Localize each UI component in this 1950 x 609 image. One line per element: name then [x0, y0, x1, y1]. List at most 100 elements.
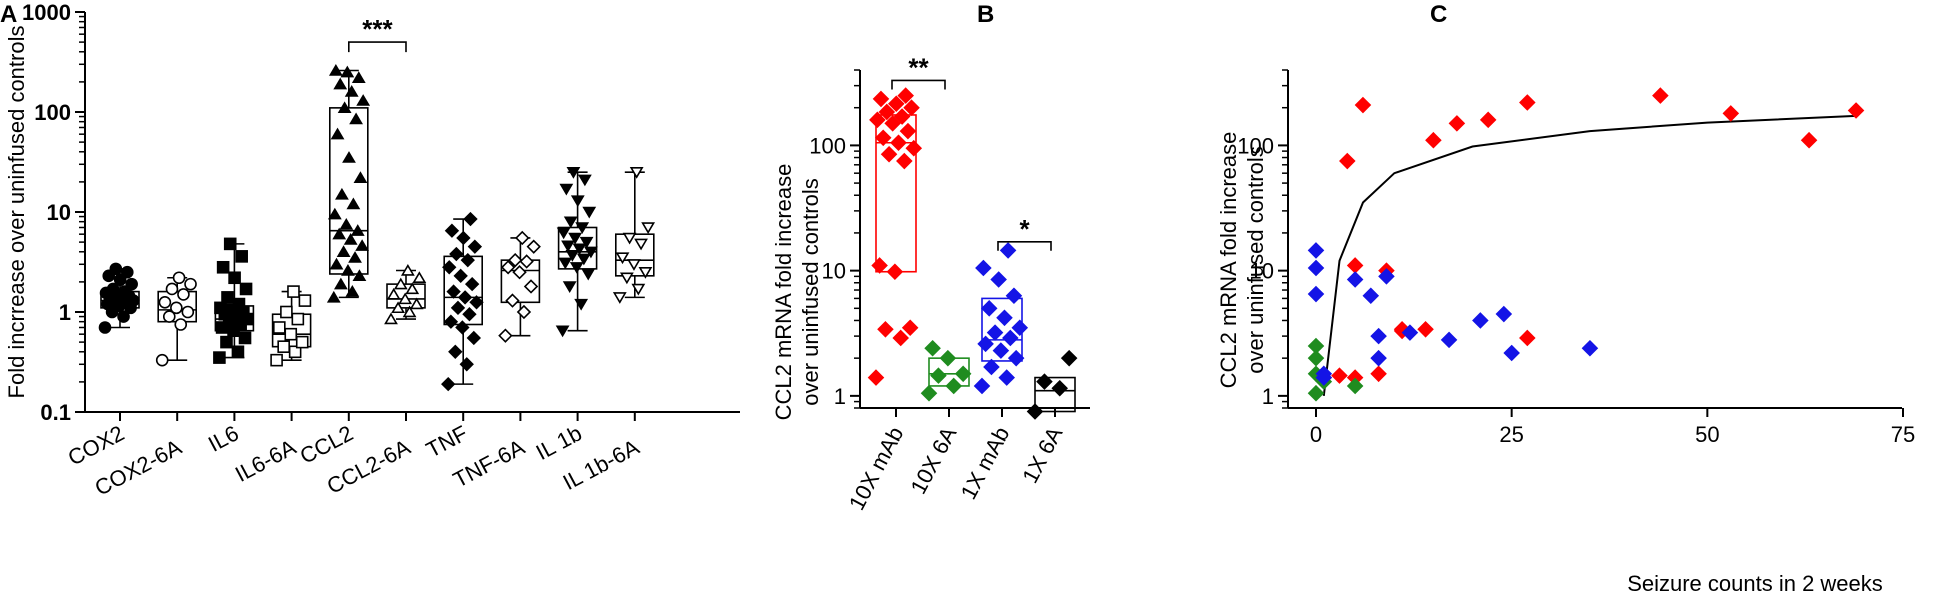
panel-a-point — [629, 167, 644, 179]
panel-c-point — [1417, 321, 1434, 338]
panel-a-point — [355, 239, 370, 251]
panel-b-point — [1026, 403, 1044, 420]
panel-a-point — [345, 285, 360, 297]
panel-c-point — [1479, 111, 1497, 129]
panel-a-point — [556, 227, 571, 240]
panel-a-point — [339, 217, 354, 230]
panel-a-point — [239, 282, 253, 296]
panel-a-point — [409, 297, 424, 310]
panel-c-point — [1800, 131, 1818, 149]
panel-a-point — [228, 271, 241, 285]
panel-a-point — [444, 223, 460, 238]
panel-a-ytick-label: 10 — [47, 200, 71, 225]
panel-b-significance-stars: * — [1019, 214, 1030, 244]
panel-a-point — [326, 290, 341, 303]
panel-a-ytick-label: 1 — [59, 300, 71, 325]
panel-a-point — [459, 357, 474, 372]
panel-a-point — [575, 222, 590, 235]
panel-a-point — [460, 252, 475, 268]
panel-a-point — [109, 262, 123, 276]
panel-a-point — [456, 230, 471, 246]
panel-a-point — [120, 265, 134, 279]
panel-b-point — [1002, 329, 1019, 347]
panel-a-point — [565, 249, 580, 262]
panel-b-category-label: 1X mAb — [956, 423, 1015, 504]
panel-a-point — [295, 335, 309, 349]
panel-c-point — [1519, 329, 1536, 347]
panel-a-point — [352, 269, 367, 282]
panel-b-box — [1034, 376, 1076, 413]
panel-c-point — [1331, 367, 1348, 384]
panel-c-axes: 1 10 100 0 25 50 75 — [1237, 69, 1915, 447]
panel-a-point — [519, 254, 534, 269]
panel-a-point — [346, 197, 361, 210]
panel-b-point — [975, 259, 992, 277]
panel-a-point — [615, 252, 630, 265]
panel-c-point — [1503, 344, 1520, 362]
panel-a-point — [177, 288, 190, 301]
panel-b-point — [945, 377, 963, 395]
panel-b-point — [980, 300, 998, 317]
panel-b-ytick-label: 100 — [809, 133, 846, 158]
panel-a-point — [214, 301, 227, 315]
panel-c-fit-line — [1322, 114, 1857, 397]
panel-c-point — [1307, 242, 1325, 259]
panel-a-point — [158, 296, 172, 309]
panel-a-point — [505, 293, 520, 308]
panel-c-point — [1362, 287, 1380, 305]
panel-b-point — [867, 369, 885, 386]
panel-letter-c: C — [1430, 1, 1447, 28]
panel-b-chart: CCL2 mRNA fold increase over uninfused c… — [771, 52, 1090, 514]
panel-c-point — [1307, 285, 1325, 303]
panel-a-point — [329, 257, 344, 270]
panel-a-point — [238, 331, 252, 345]
panel-c-point — [1519, 94, 1536, 111]
panel-c-point — [1315, 369, 1333, 386]
panel-a-point — [342, 151, 356, 163]
panel-a-point — [165, 282, 179, 296]
panel-b-point — [877, 321, 894, 338]
panel-c-ytick-label: 10 — [1250, 259, 1274, 284]
panel-b-point — [872, 90, 890, 108]
panel-a-point — [526, 239, 541, 254]
panel-a-point — [634, 238, 648, 251]
panel-b-point — [992, 342, 1010, 359]
panel-a-ytick-label: 100 — [34, 100, 71, 125]
panel-a-point — [174, 318, 188, 331]
panel-b-point — [1007, 349, 1025, 367]
panel-c-xtick-label: 50 — [1695, 422, 1719, 447]
panel-b-ylabel-line1: CCL2 mRNA fold increase — [771, 164, 796, 421]
panel-c-point — [1652, 87, 1669, 104]
panel-c-point — [1401, 324, 1419, 341]
panel-b-point — [977, 335, 994, 353]
panel-a-point — [555, 325, 570, 338]
panel-a-point — [393, 277, 408, 290]
panel-a-point — [277, 340, 290, 353]
panel-b-point — [890, 134, 907, 152]
panel-a-point — [220, 335, 233, 349]
panel-c-point — [1346, 377, 1364, 395]
panel-a-point — [337, 101, 352, 114]
panel-b-point — [930, 367, 947, 384]
panel-letter-a: A — [0, 1, 17, 28]
panel-b-annotations: *** — [891, 52, 1052, 251]
panel-a-point — [284, 327, 298, 341]
panel-a-point — [500, 260, 516, 275]
panel-b-point — [903, 99, 920, 116]
panel-a-point — [341, 263, 355, 276]
panel-a-point — [117, 310, 130, 323]
panel-b-point — [887, 95, 905, 113]
panel-b-point — [874, 129, 892, 147]
panel-c-point — [1425, 131, 1442, 149]
panel-a-point — [221, 291, 234, 304]
panel-a-point — [569, 262, 584, 274]
panel-b-category-label: 10X 6A — [905, 422, 961, 498]
panel-a-point — [508, 252, 523, 268]
panel-b-point — [939, 349, 957, 367]
panel-b-category-label: 1X 6A — [1017, 422, 1067, 487]
panel-a-point — [398, 292, 413, 305]
panel-b-point — [1060, 349, 1078, 367]
panel-a-point — [464, 276, 480, 292]
